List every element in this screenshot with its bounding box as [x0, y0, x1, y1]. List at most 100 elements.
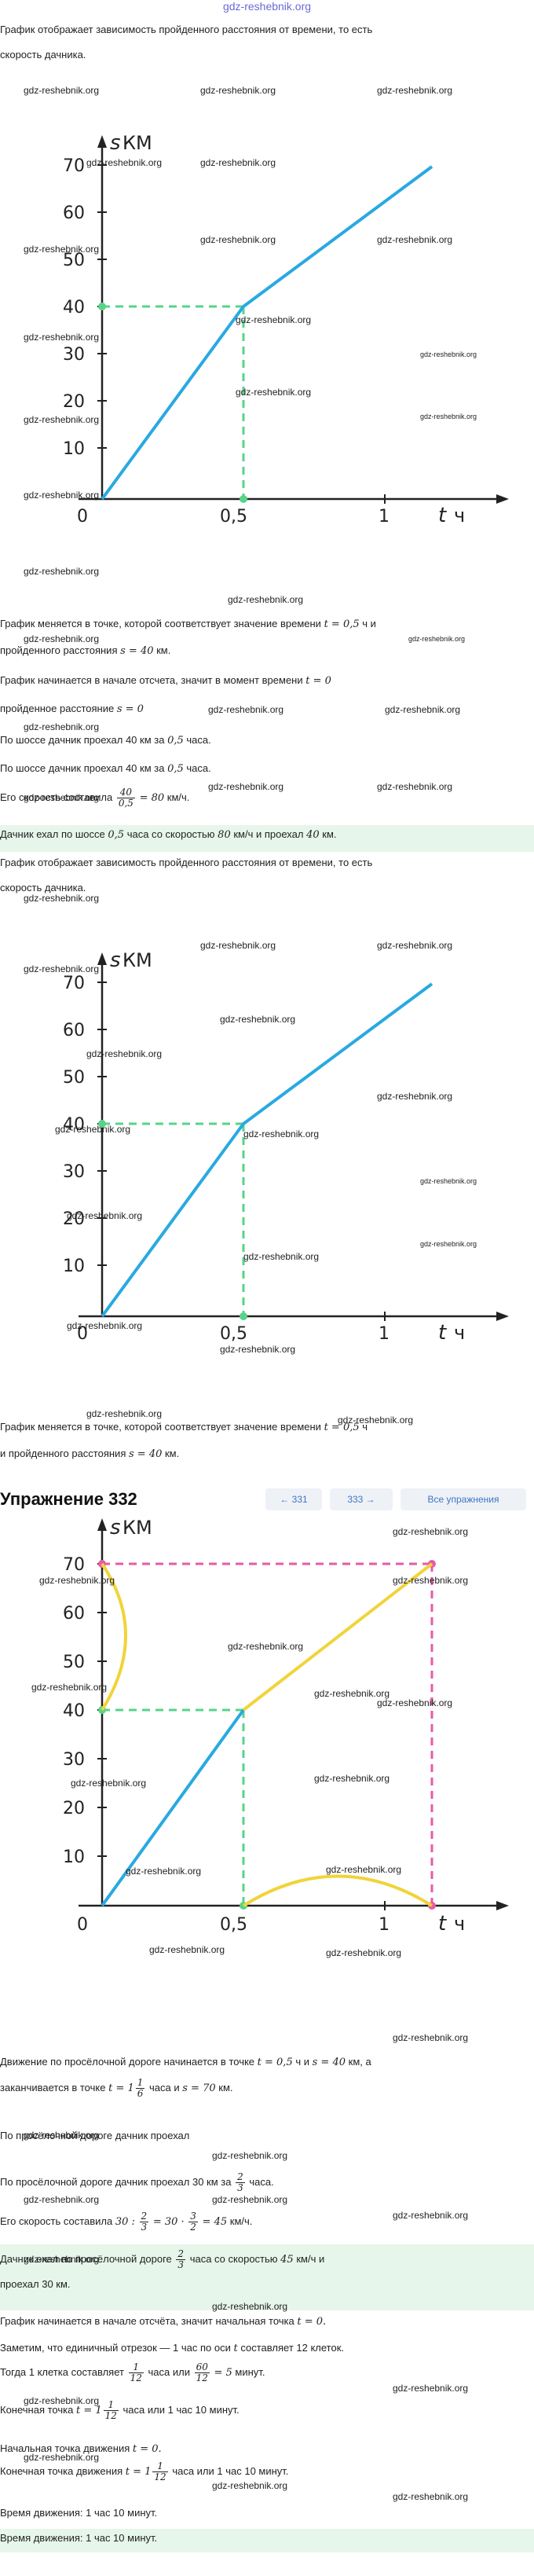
- watermark: gdz-reshebnik.org: [24, 490, 100, 501]
- distance-line: [101, 165, 433, 501]
- country-road-segment: [242, 1562, 433, 1712]
- s1-start-time: График меняется в точке, которой соответ…: [0, 674, 331, 687]
- watermark: gdz-reshebnik.org: [126, 1866, 202, 1877]
- watermark: gdz-reshebnik.org: [420, 1240, 477, 1248]
- distance-time-graph-1: 70 60 50 40 30 20 10 0 0,5 1 s КМ t ч: [63, 131, 509, 527]
- x-tick-0: 0: [77, 507, 88, 527]
- watermark: gdz-reshebnik.org: [24, 2452, 100, 2463]
- watermark: gdz-reshebnik.org: [67, 1320, 143, 1331]
- s3-answer-duration: Время движения: 1 час 10 минут.: [0, 2529, 534, 2552]
- s3-start-point: График начинается в начале отсчёта, знач…: [0, 2315, 327, 2328]
- svg-text:30: 30: [63, 1162, 85, 1182]
- time-brace: [242, 1874, 433, 1907]
- watermark: gdz-reshebnik.org: [377, 1091, 453, 1102]
- watermark: gdz-reshebnik.org: [24, 963, 100, 974]
- watermark: gdz-reshebnik.org: [236, 387, 312, 398]
- svg-text:0: 0: [77, 1324, 88, 1344]
- watermark: gdz-reshebnik.org: [228, 594, 304, 605]
- x-axis-label: t: [438, 504, 447, 527]
- s2-intro-line-1: График отображает зависимость пройденног…: [0, 857, 373, 868]
- s3-country-road: По просёлочной дороге дачник проехал 30 …: [0, 2171, 274, 2194]
- watermark: gdz-reshebnik.org: [24, 2254, 100, 2265]
- svg-text:1: 1: [379, 1324, 390, 1344]
- s3-one-cell: Тогда 1 клетка составляет 1 12 часа или 6…: [0, 2361, 265, 2384]
- svg-text:s: s: [110, 1517, 121, 1539]
- s2-intro-line-2: скорость дачника.: [0, 882, 86, 894]
- watermark: gdz-reshebnik.org: [200, 234, 276, 245]
- svg-text:40: 40: [63, 1701, 85, 1721]
- watermark: gdz-reshebnik.org: [71, 1778, 147, 1789]
- s3-end-point: Конечная точка t = 1 1 12 часа или 1 час 1…: [0, 2399, 240, 2422]
- site-header[interactable]: gdz-reshebnik.org: [222, 0, 312, 13]
- watermark: gdz-reshebnik.org: [314, 1773, 390, 1784]
- watermark: gdz-reshebnik.org: [377, 940, 453, 951]
- watermark: gdz-reshebnik.org: [208, 704, 284, 715]
- watermark: gdz-reshebnik.org: [377, 1697, 453, 1708]
- s3-unit-segment: Заметим, что единичный отрезок — 1 час п…: [0, 2342, 345, 2354]
- watermark: gdz-reshebnik.org: [243, 1128, 320, 1139]
- watermark: gdz-reshebnik.org: [24, 414, 100, 425]
- y-tick-20: 20: [63, 392, 85, 412]
- svg-text:70: 70: [63, 1555, 85, 1575]
- exercise-title: Упражнение 332: [0, 1489, 137, 1509]
- svg-text:50: 50: [63, 1653, 85, 1672]
- s2-distance: и пройденного расстояния s = 40 км.: [0, 1448, 180, 1460]
- watermark: gdz-reshebnik.org: [24, 2130, 100, 2141]
- svg-text:60: 60: [63, 1604, 85, 1624]
- watermark: gdz-reshebnik.org: [326, 1864, 402, 1875]
- s1-highway-1: По шоссе дачник проехал 40 км за 0,5 час…: [0, 734, 211, 747]
- s1-intro-line-1: График отображает зависимость пройденног…: [0, 24, 373, 35]
- watermark: gdz-reshebnik.org: [243, 1251, 320, 1262]
- watermark: gdz-reshebnik.org: [86, 1048, 163, 1059]
- watermark: gdz-reshebnik.org: [385, 704, 461, 715]
- svg-text:70: 70: [63, 974, 85, 993]
- s1-change-point: График меняется в точке, которой соответ…: [0, 618, 376, 630]
- x-tick-1: 1: [379, 507, 390, 527]
- watermark: gdz-reshebnik.org: [420, 1177, 477, 1185]
- y-axis-arrow-icon: [97, 952, 107, 965]
- all-exercises-button[interactable]: Все упражнения: [400, 1488, 526, 1510]
- watermark: gdz-reshebnik.org: [212, 2194, 288, 2205]
- svg-text:60: 60: [63, 1021, 85, 1040]
- y-tick-10: 10: [63, 439, 85, 459]
- s3-traveled: По просёлочной дороге дачник проехал: [0, 2130, 190, 2141]
- watermark: gdz-reshebnik.org: [208, 781, 284, 792]
- s1-distance: пройденного расстояния s = 40 км.: [0, 644, 171, 657]
- watermark: gdz-reshebnik.org: [228, 1641, 304, 1652]
- svg-text:0,5: 0,5: [220, 1324, 247, 1344]
- next-exercise-button[interactable]: 333 →: [330, 1488, 393, 1510]
- watermark: gdz-reshebnik.org: [377, 85, 453, 96]
- y-axis-arrow-icon: [97, 135, 107, 148]
- watermark: gdz-reshebnik.org: [393, 2491, 469, 2502]
- x-axis-arrow-icon: [496, 1312, 509, 1321]
- watermark: gdz-reshebnik.org: [212, 2150, 288, 2161]
- watermark: gdz-reshebnik.org: [86, 157, 163, 168]
- watermark: gdz-reshebnik.org: [200, 85, 276, 96]
- watermark: gdz-reshebnik.org: [200, 940, 276, 951]
- svg-text:КМ: КМ: [123, 1517, 152, 1539]
- watermark: gdz-reshebnik.org: [86, 1408, 163, 1419]
- s1-speed: Его скорость составила 40 0,5 = 80 км/ч.: [0, 787, 190, 809]
- distance-brace: [101, 1562, 127, 1712]
- watermark: gdz-reshebnik.org: [393, 1526, 469, 1537]
- y-axis-label: s: [110, 131, 121, 155]
- watermark: gdz-reshebnik.org: [24, 244, 100, 255]
- watermark: gdz-reshebnik.org: [24, 2395, 100, 2406]
- svg-text:t: t: [438, 1912, 447, 1936]
- y-axis-unit: КМ: [123, 132, 152, 154]
- watermark: gdz-reshebnik.org: [24, 566, 100, 577]
- watermark: gdz-reshebnik.org: [420, 413, 477, 420]
- svg-text:0,5: 0,5: [220, 1915, 247, 1935]
- watermark: gdz-reshebnik.org: [314, 1688, 390, 1699]
- svg-text:30: 30: [63, 1750, 85, 1770]
- svg-text:ч: ч: [454, 1913, 465, 1935]
- y-tick-70: 70: [63, 156, 85, 176]
- watermark: gdz-reshebnik.org: [67, 1210, 143, 1221]
- watermark: gdz-reshebnik.org: [200, 157, 276, 168]
- watermark: gdz-reshebnik.org: [55, 1124, 131, 1135]
- s3-start: Движение по просёлочной дороге начинаетс…: [0, 2056, 371, 2068]
- watermark: gdz-reshebnik.org: [377, 781, 453, 792]
- svg-text:40: 40: [63, 1115, 85, 1135]
- prev-exercise-button[interactable]: ← 331: [265, 1488, 322, 1510]
